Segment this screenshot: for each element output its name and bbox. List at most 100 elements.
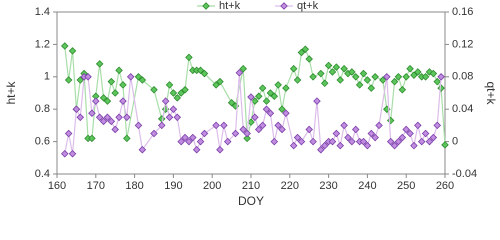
data-point	[169, 105, 178, 113]
data-point	[84, 73, 92, 81]
data-point	[243, 134, 251, 143]
data-point	[394, 73, 403, 81]
data-point	[289, 141, 298, 150]
data-point	[99, 117, 108, 126]
data-point	[375, 121, 383, 130]
data-point	[223, 137, 232, 146]
data-point	[297, 48, 306, 57]
y2-tick-label: 0	[452, 136, 458, 148]
data-point	[227, 98, 236, 107]
data-point	[161, 97, 170, 105]
x-tick-label: 240	[358, 180, 376, 192]
data-point	[258, 84, 267, 92]
data-point	[266, 109, 275, 118]
data-point	[410, 141, 418, 150]
data-point	[60, 149, 69, 158]
data-point	[138, 76, 147, 84]
x-tick-label: 260	[436, 180, 454, 192]
y-tick-label: 0.6	[35, 136, 50, 148]
data-point	[348, 68, 356, 76]
data-point	[386, 116, 395, 125]
data-point	[64, 129, 73, 138]
data-point	[289, 64, 298, 73]
data-point	[165, 113, 174, 122]
data-point	[251, 113, 259, 122]
data-point	[266, 89, 275, 97]
data-point	[328, 68, 337, 76]
x-tick-label: 160	[48, 180, 66, 192]
y2-tick-label: -0.04	[452, 168, 477, 180]
data-point	[254, 125, 263, 134]
data-point	[119, 81, 127, 89]
data-point	[165, 81, 174, 89]
data-point	[371, 73, 379, 81]
data-point	[123, 113, 131, 122]
data-point	[95, 60, 104, 68]
y2-tick-label: 0.16	[452, 6, 473, 18]
data-point	[274, 121, 282, 130]
x-tick-label: 250	[397, 180, 415, 192]
data-point	[297, 137, 306, 146]
data-point	[134, 121, 143, 130]
data-point	[181, 133, 189, 142]
data-point	[115, 113, 123, 122]
data-point	[348, 137, 356, 146]
chart: DOY ht+k qt+k 160 170 180 190 200 210 220 230 24…	[4, 0, 498, 208]
x-tick-label: 200	[203, 180, 221, 192]
x-tick-label: 170	[87, 180, 105, 192]
data-point	[402, 73, 410, 81]
data-point	[402, 125, 410, 134]
data-point	[367, 84, 376, 92]
data-point	[278, 105, 286, 113]
data-point	[278, 125, 286, 134]
data-point	[336, 76, 345, 84]
data-point	[220, 121, 228, 130]
x-tick-label: 220	[281, 180, 299, 192]
data-point	[107, 77, 116, 86]
data-point	[359, 69, 368, 78]
legend-label: qt+k	[297, 0, 319, 12]
data-point	[429, 69, 438, 78]
data-point	[332, 129, 341, 138]
data-point	[200, 69, 209, 78]
data-point	[88, 134, 96, 143]
data-point	[317, 145, 325, 154]
data-point	[247, 93, 255, 101]
data-point	[111, 125, 119, 134]
data-point	[68, 47, 77, 55]
data-point	[134, 73, 143, 81]
data-point	[270, 92, 279, 101]
data-point	[64, 76, 73, 84]
data-point	[239, 125, 248, 134]
data-point	[320, 141, 329, 150]
data-point	[157, 121, 166, 130]
data-point	[359, 137, 368, 146]
data-point	[414, 121, 422, 130]
data-point	[196, 66, 205, 75]
data-point	[390, 141, 399, 150]
x-tick-label: 230	[319, 180, 337, 192]
data-point	[410, 71, 418, 79]
data-point	[189, 133, 197, 142]
y-tick-label: 0.4	[35, 168, 50, 180]
data-point	[111, 89, 119, 97]
data-point	[383, 73, 391, 81]
data-point	[212, 81, 220, 89]
data-point	[181, 85, 189, 94]
data-point	[398, 85, 407, 94]
data-point	[379, 76, 387, 84]
data-point	[324, 61, 333, 70]
data-point	[425, 137, 434, 146]
data-point	[150, 129, 158, 138]
data-point	[258, 121, 267, 130]
y2-axis-title: qt+k	[484, 81, 498, 105]
data-point	[119, 97, 127, 105]
data-point	[185, 137, 193, 146]
data-point	[398, 133, 407, 142]
data-point	[390, 77, 399, 86]
data-point	[386, 137, 395, 146]
data-point	[417, 137, 426, 146]
data-point	[406, 129, 414, 138]
y2-tick-label: 0.12	[452, 38, 473, 50]
data-point	[262, 105, 271, 113]
